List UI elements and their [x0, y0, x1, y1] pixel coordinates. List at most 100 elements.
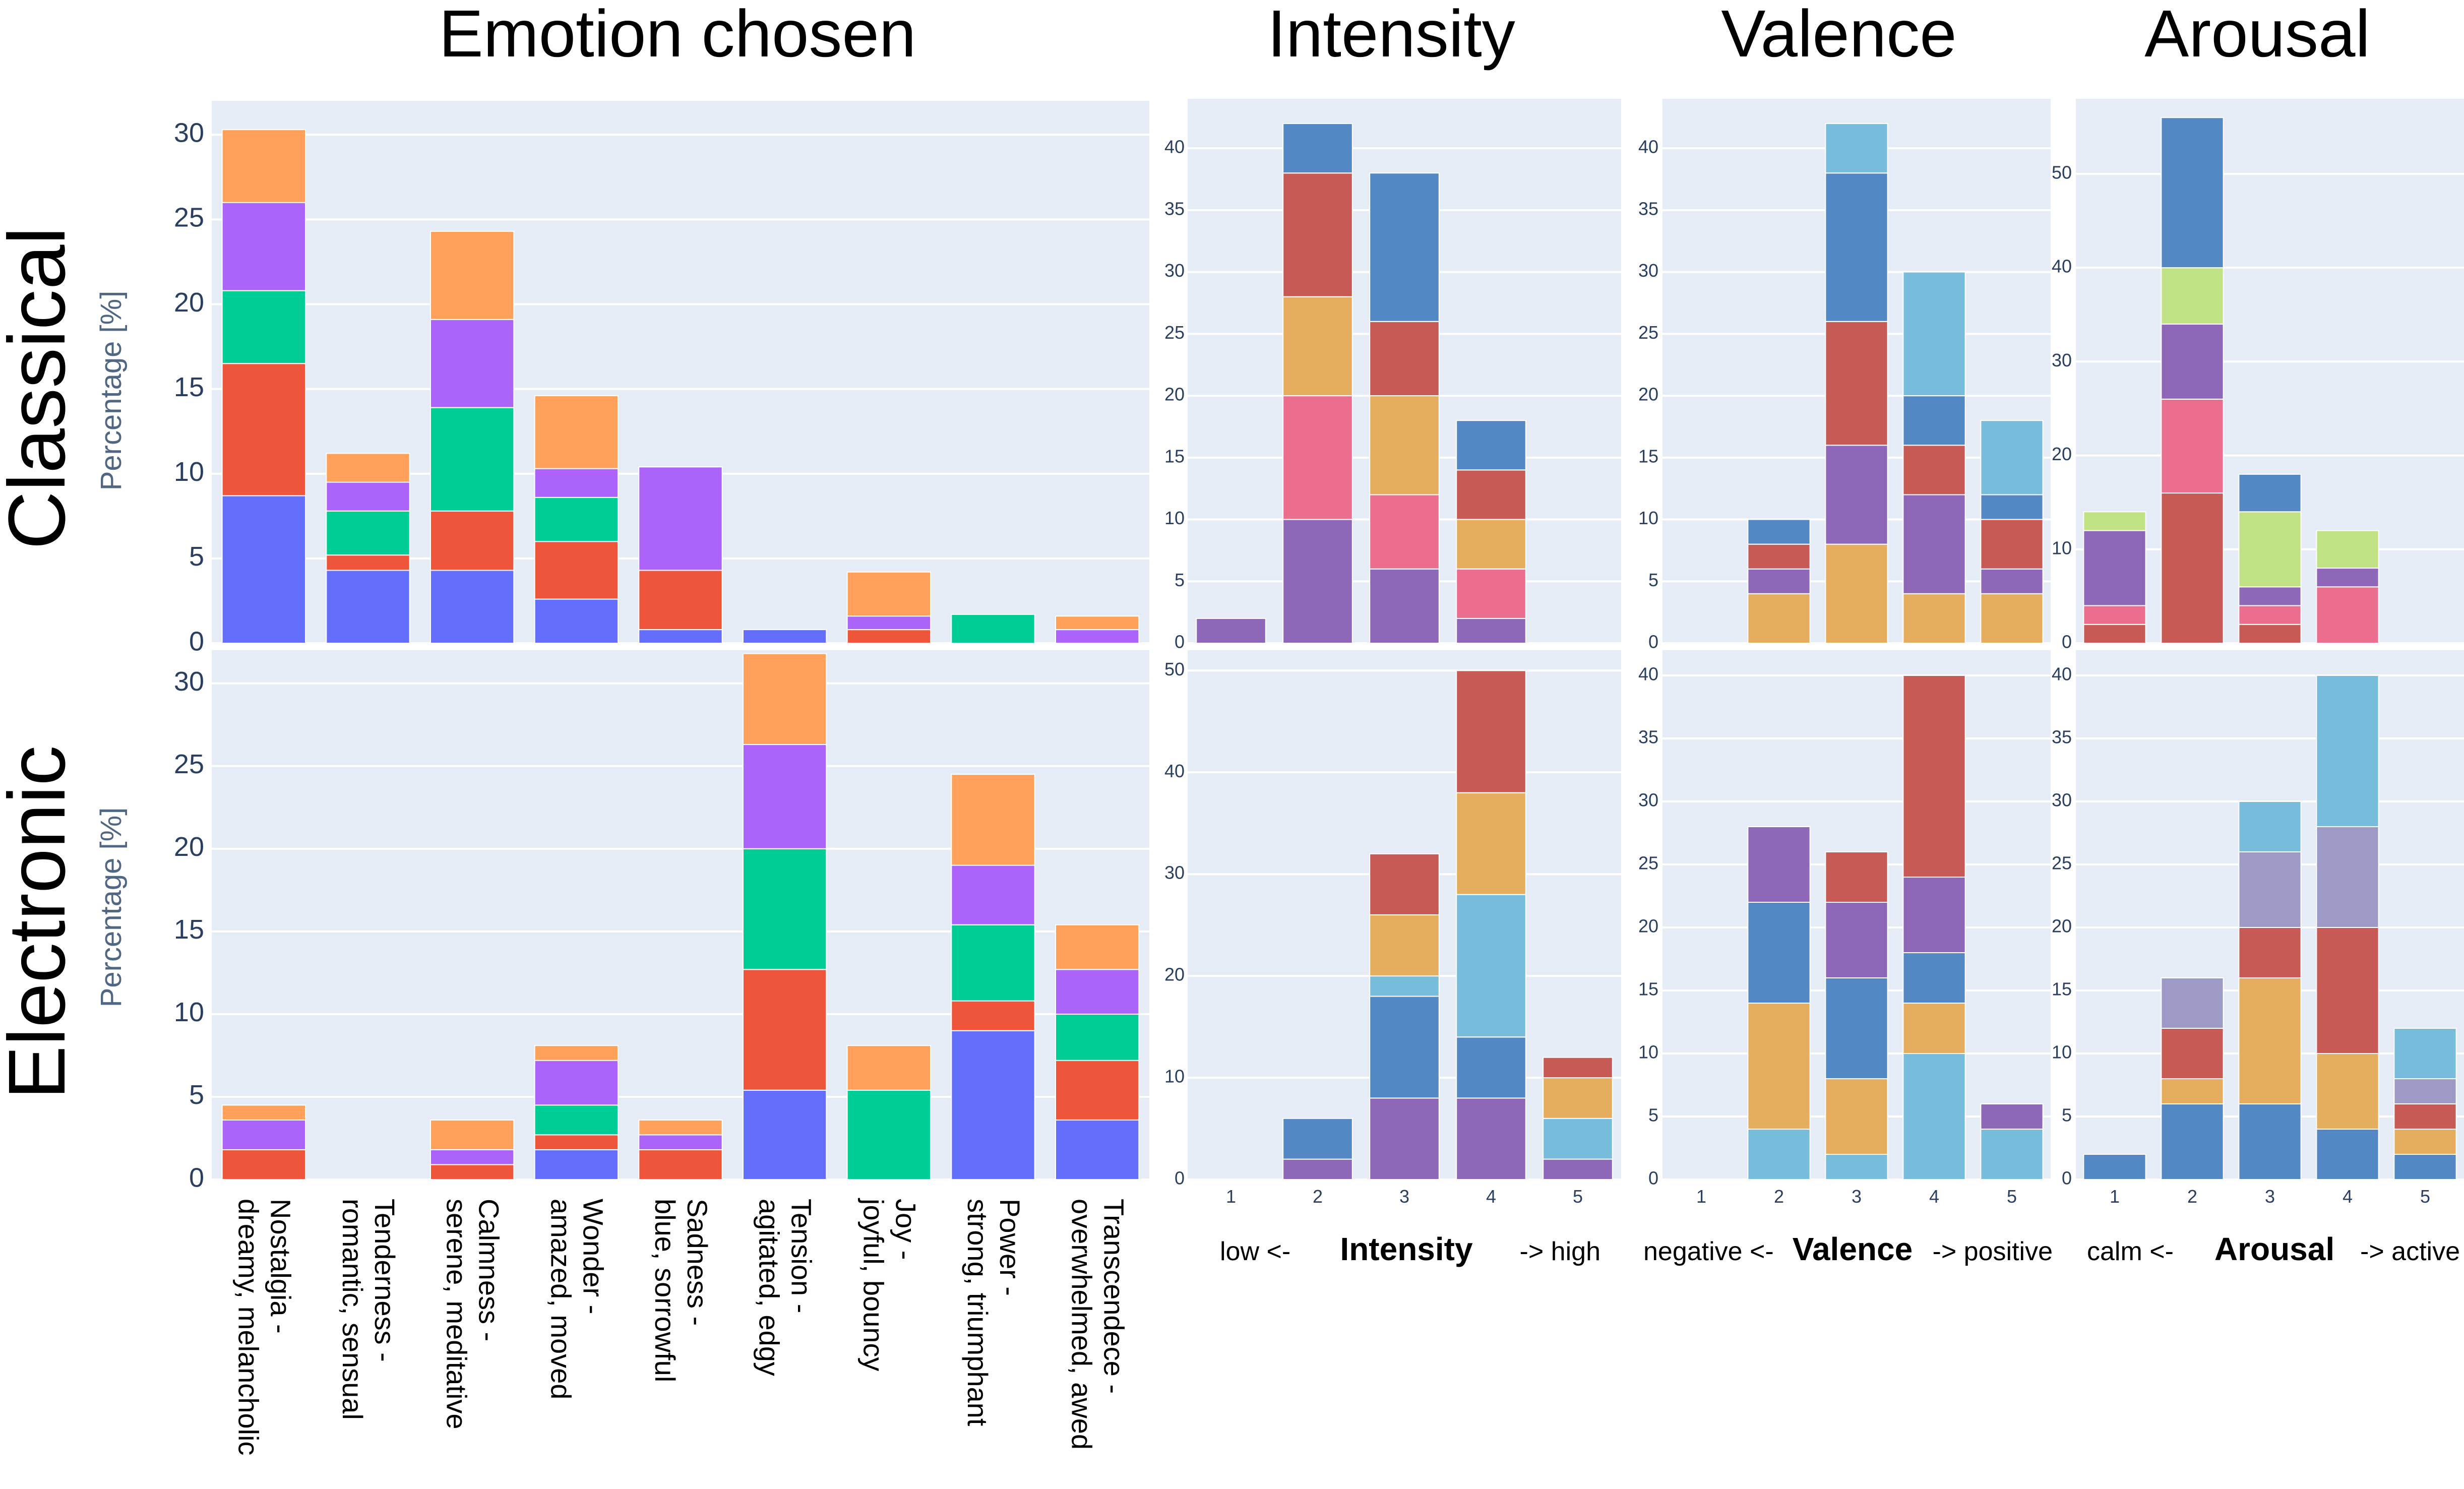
y-tick-label: 25	[2052, 853, 2072, 874]
bar-segment	[1747, 593, 1811, 644]
bar-segment	[430, 1149, 515, 1165]
bar-segment	[2238, 801, 2302, 852]
x-tick-label: 1	[1226, 1186, 1236, 1207]
y-tick-label: 30	[174, 666, 204, 697]
bar-segment	[743, 653, 827, 746]
bar-segment	[2161, 117, 2224, 269]
bar-segment	[638, 1149, 723, 1180]
bar-segment	[1902, 952, 1966, 1004]
bar-segment	[1456, 792, 1526, 895]
y-tick-label: 15	[174, 372, 204, 402]
y-tick-label: 20	[174, 287, 204, 318]
y-tick-label: 25	[174, 203, 204, 233]
bar-segment	[1282, 296, 1353, 397]
y-tick-label: 0	[1648, 1168, 1658, 1189]
y-tick-label: 0	[1175, 1168, 1185, 1189]
y-tick-label: 5	[1648, 1105, 1658, 1126]
y-tick-label: 0	[1648, 632, 1658, 652]
bar-segment	[1055, 1013, 1140, 1061]
title-emotion-chosen: Emotion chosen	[439, 0, 916, 71]
bar-segment	[1902, 675, 1966, 878]
bar-segment	[1456, 1097, 1526, 1180]
bar-segment	[1980, 1129, 2044, 1180]
y-tick-label: 0	[2062, 632, 2072, 652]
bar-segment	[221, 1119, 306, 1150]
bar-segment	[2083, 530, 2146, 606]
bar-segment	[1825, 172, 1888, 322]
bar-segment	[1543, 1077, 1613, 1119]
bar-segment	[1055, 969, 1140, 1015]
bar-segment	[1369, 321, 1440, 397]
bar-segment	[2393, 1103, 2457, 1130]
bar-segment	[2083, 1154, 2146, 1180]
bar-segment	[430, 510, 515, 571]
bar-segment	[846, 571, 931, 617]
bar-segment	[2316, 675, 2379, 827]
intensity-axis-left: low <-	[1220, 1237, 1290, 1266]
y-tick-label: 30	[174, 118, 204, 148]
bar-segment	[1825, 1078, 1888, 1155]
bar-segment	[221, 495, 306, 644]
y-tick-label: 10	[2052, 1042, 2072, 1063]
bar-segment	[2161, 492, 2224, 644]
bar-segment	[1902, 445, 1966, 495]
bar-segment	[221, 363, 306, 497]
title-valence: Valence	[1721, 0, 1956, 71]
y-tick-label: 10	[1638, 1042, 1658, 1063]
bar-segment	[1456, 617, 1526, 644]
y-tick-label: 25	[1638, 322, 1658, 343]
bar-segment	[2238, 605, 2302, 625]
y-tick-label: 30	[2052, 350, 2072, 370]
bar-segment	[1902, 395, 1966, 446]
bar-segment	[1543, 1158, 1613, 1181]
bar-segment	[2083, 511, 2146, 531]
bar-segment	[2316, 1053, 2379, 1130]
x-tick-label: 2	[1313, 1186, 1323, 1207]
x-tick-label: 5	[2420, 1186, 2430, 1207]
y-tick-label: 20	[1638, 916, 1658, 937]
bar-segment	[2393, 1129, 2457, 1155]
bar-segment	[1456, 469, 1526, 520]
y-tick-label: 20	[1164, 384, 1185, 405]
panel-valence-classical: 0 5 10 15 20 25 30 35 40	[1638, 99, 2051, 652]
bar-segment	[430, 407, 515, 512]
bar-segment	[1369, 975, 1440, 997]
bar-segment	[1825, 321, 1888, 446]
y-tick-label: 20	[1164, 964, 1185, 985]
bar-segment	[846, 629, 931, 644]
bar-segment	[2393, 1078, 2457, 1104]
bar-segment	[1980, 568, 2044, 594]
panel-emotion-electronic: 0 5 10 15 20 25 30	[174, 650, 1149, 1193]
bar-segment	[2238, 851, 2302, 928]
bar-segment	[534, 395, 619, 469]
bar-segment	[1369, 494, 1440, 570]
bar-segment	[534, 1149, 619, 1180]
bar-segment	[430, 1119, 515, 1150]
bar-segment	[1980, 420, 2044, 495]
bar-segment	[743, 1089, 827, 1180]
bar-segment	[2316, 927, 2379, 1054]
bar-segment	[534, 1104, 619, 1136]
bar-segment	[1369, 1097, 1440, 1180]
bar-segment	[1543, 1057, 1613, 1079]
intensity-axis-title: Intensity	[1340, 1231, 1473, 1267]
y-tick-label: 15	[1638, 446, 1658, 466]
bar-segment	[1747, 519, 1811, 545]
y-tick-label: 30	[1638, 260, 1658, 281]
bar-segment	[638, 1119, 723, 1136]
x-tick-label: 2	[1774, 1186, 1784, 1207]
y-tick-label: 15	[1164, 446, 1185, 466]
bar-segment	[2161, 1103, 2224, 1180]
bar-segment	[2161, 977, 2224, 1029]
panel-intensity-classical: 0 5 10 15 20 25 30 35 40	[1164, 99, 1621, 652]
y-tick-label: 15	[2052, 979, 2072, 1000]
bar-segment	[951, 864, 1035, 925]
bar-segment	[743, 969, 827, 1091]
valence-axis-title: Valence	[1793, 1231, 1913, 1267]
bar-segment	[1902, 1003, 1966, 1054]
y-tick-label: 10	[174, 457, 204, 487]
bar-segment	[1902, 1053, 1966, 1180]
y-tick-label: 5	[1175, 570, 1185, 590]
bar-segment	[1980, 593, 2044, 644]
bar-segment	[1055, 629, 1140, 644]
